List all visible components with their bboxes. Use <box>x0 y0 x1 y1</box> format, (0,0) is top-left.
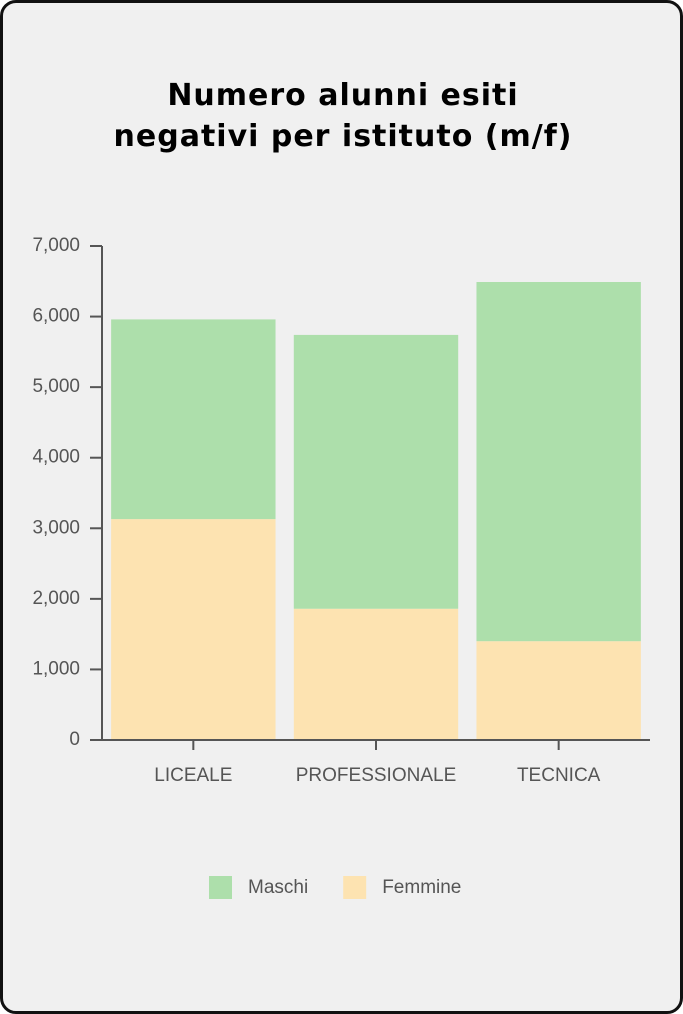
x-tick-label: TECNICA <box>517 765 601 786</box>
y-tick-label: 5,000 <box>32 376 80 397</box>
y-tick-label: 4,000 <box>32 447 80 468</box>
bar <box>111 519 276 740</box>
bar <box>476 641 641 740</box>
y-tick-label: 3,000 <box>32 517 80 538</box>
x-tick-label: LICEALE <box>154 765 232 786</box>
bar <box>293 608 459 740</box>
y-tick-label: 6,000 <box>32 306 80 327</box>
y-tick-label: 0 <box>69 729 80 750</box>
legend-swatch <box>343 876 367 899</box>
y-tick-label: 1,000 <box>32 658 80 679</box>
legend-label: Femmine <box>382 877 461 898</box>
y-tick-label: 7,000 <box>32 235 80 256</box>
y-tick-label: 2,000 <box>32 588 80 609</box>
x-tick-label: PROFESSIONALE <box>296 765 457 786</box>
bar <box>476 281 641 642</box>
legend-swatch <box>209 876 232 899</box>
chart-title: Numero alunni esiti negativi per istitut… <box>113 78 573 154</box>
legend-label: Maschi <box>248 877 308 898</box>
bar <box>111 319 276 520</box>
bar <box>293 334 459 609</box>
